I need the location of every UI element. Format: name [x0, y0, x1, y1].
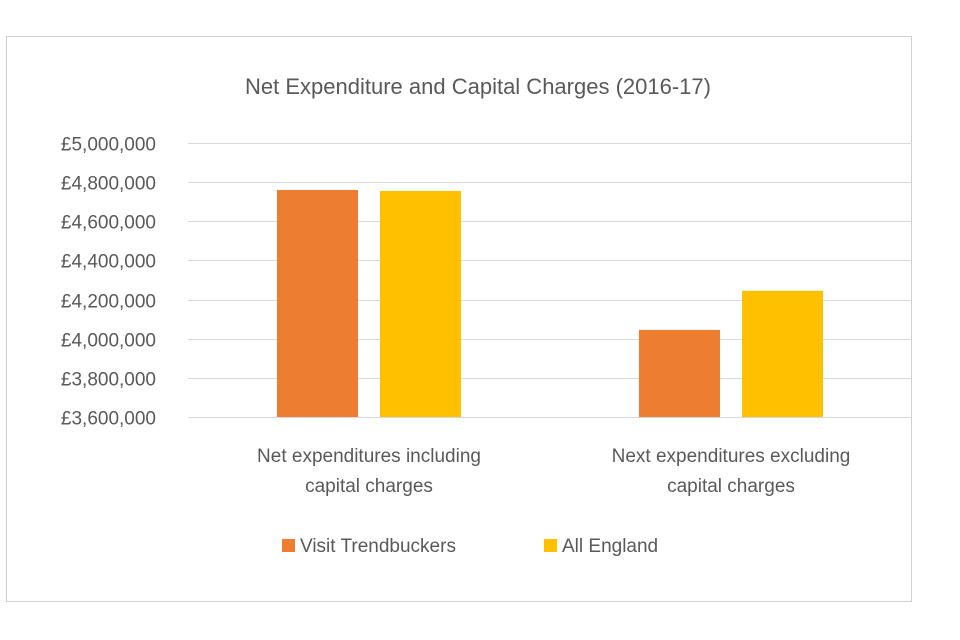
x-category-label: capital charges — [667, 476, 795, 497]
chart-title: Net Expenditure and Capital Charges (201… — [245, 74, 711, 99]
legend-label: All England — [562, 536, 658, 557]
x-category-label: Next expenditures excluding — [612, 446, 851, 467]
bar-visit-trendbuckers — [277, 189, 358, 417]
bar-visit-trendbuckers — [639, 329, 720, 417]
bar-all-england — [742, 290, 823, 417]
y-tick-label: £4,200,000 — [61, 292, 156, 313]
bar-all-england — [380, 190, 461, 417]
legend-swatch — [282, 539, 295, 552]
x-category-label: Net expenditures including — [257, 446, 481, 467]
y-tick-label: £3,600,000 — [61, 409, 156, 430]
y-tick-label: £5,000,000 — [61, 135, 156, 156]
y-tick-label: £3,800,000 — [61, 370, 156, 391]
legend-swatch — [544, 539, 557, 552]
y-tick-label: £4,400,000 — [61, 252, 156, 273]
y-tick-label: £4,000,000 — [61, 331, 156, 352]
legend-label: Visit Trendbuckers — [300, 536, 456, 557]
y-tick-label: £4,800,000 — [61, 174, 156, 195]
y-tick-label: £4,600,000 — [61, 213, 156, 234]
x-category-label: capital charges — [305, 476, 433, 497]
